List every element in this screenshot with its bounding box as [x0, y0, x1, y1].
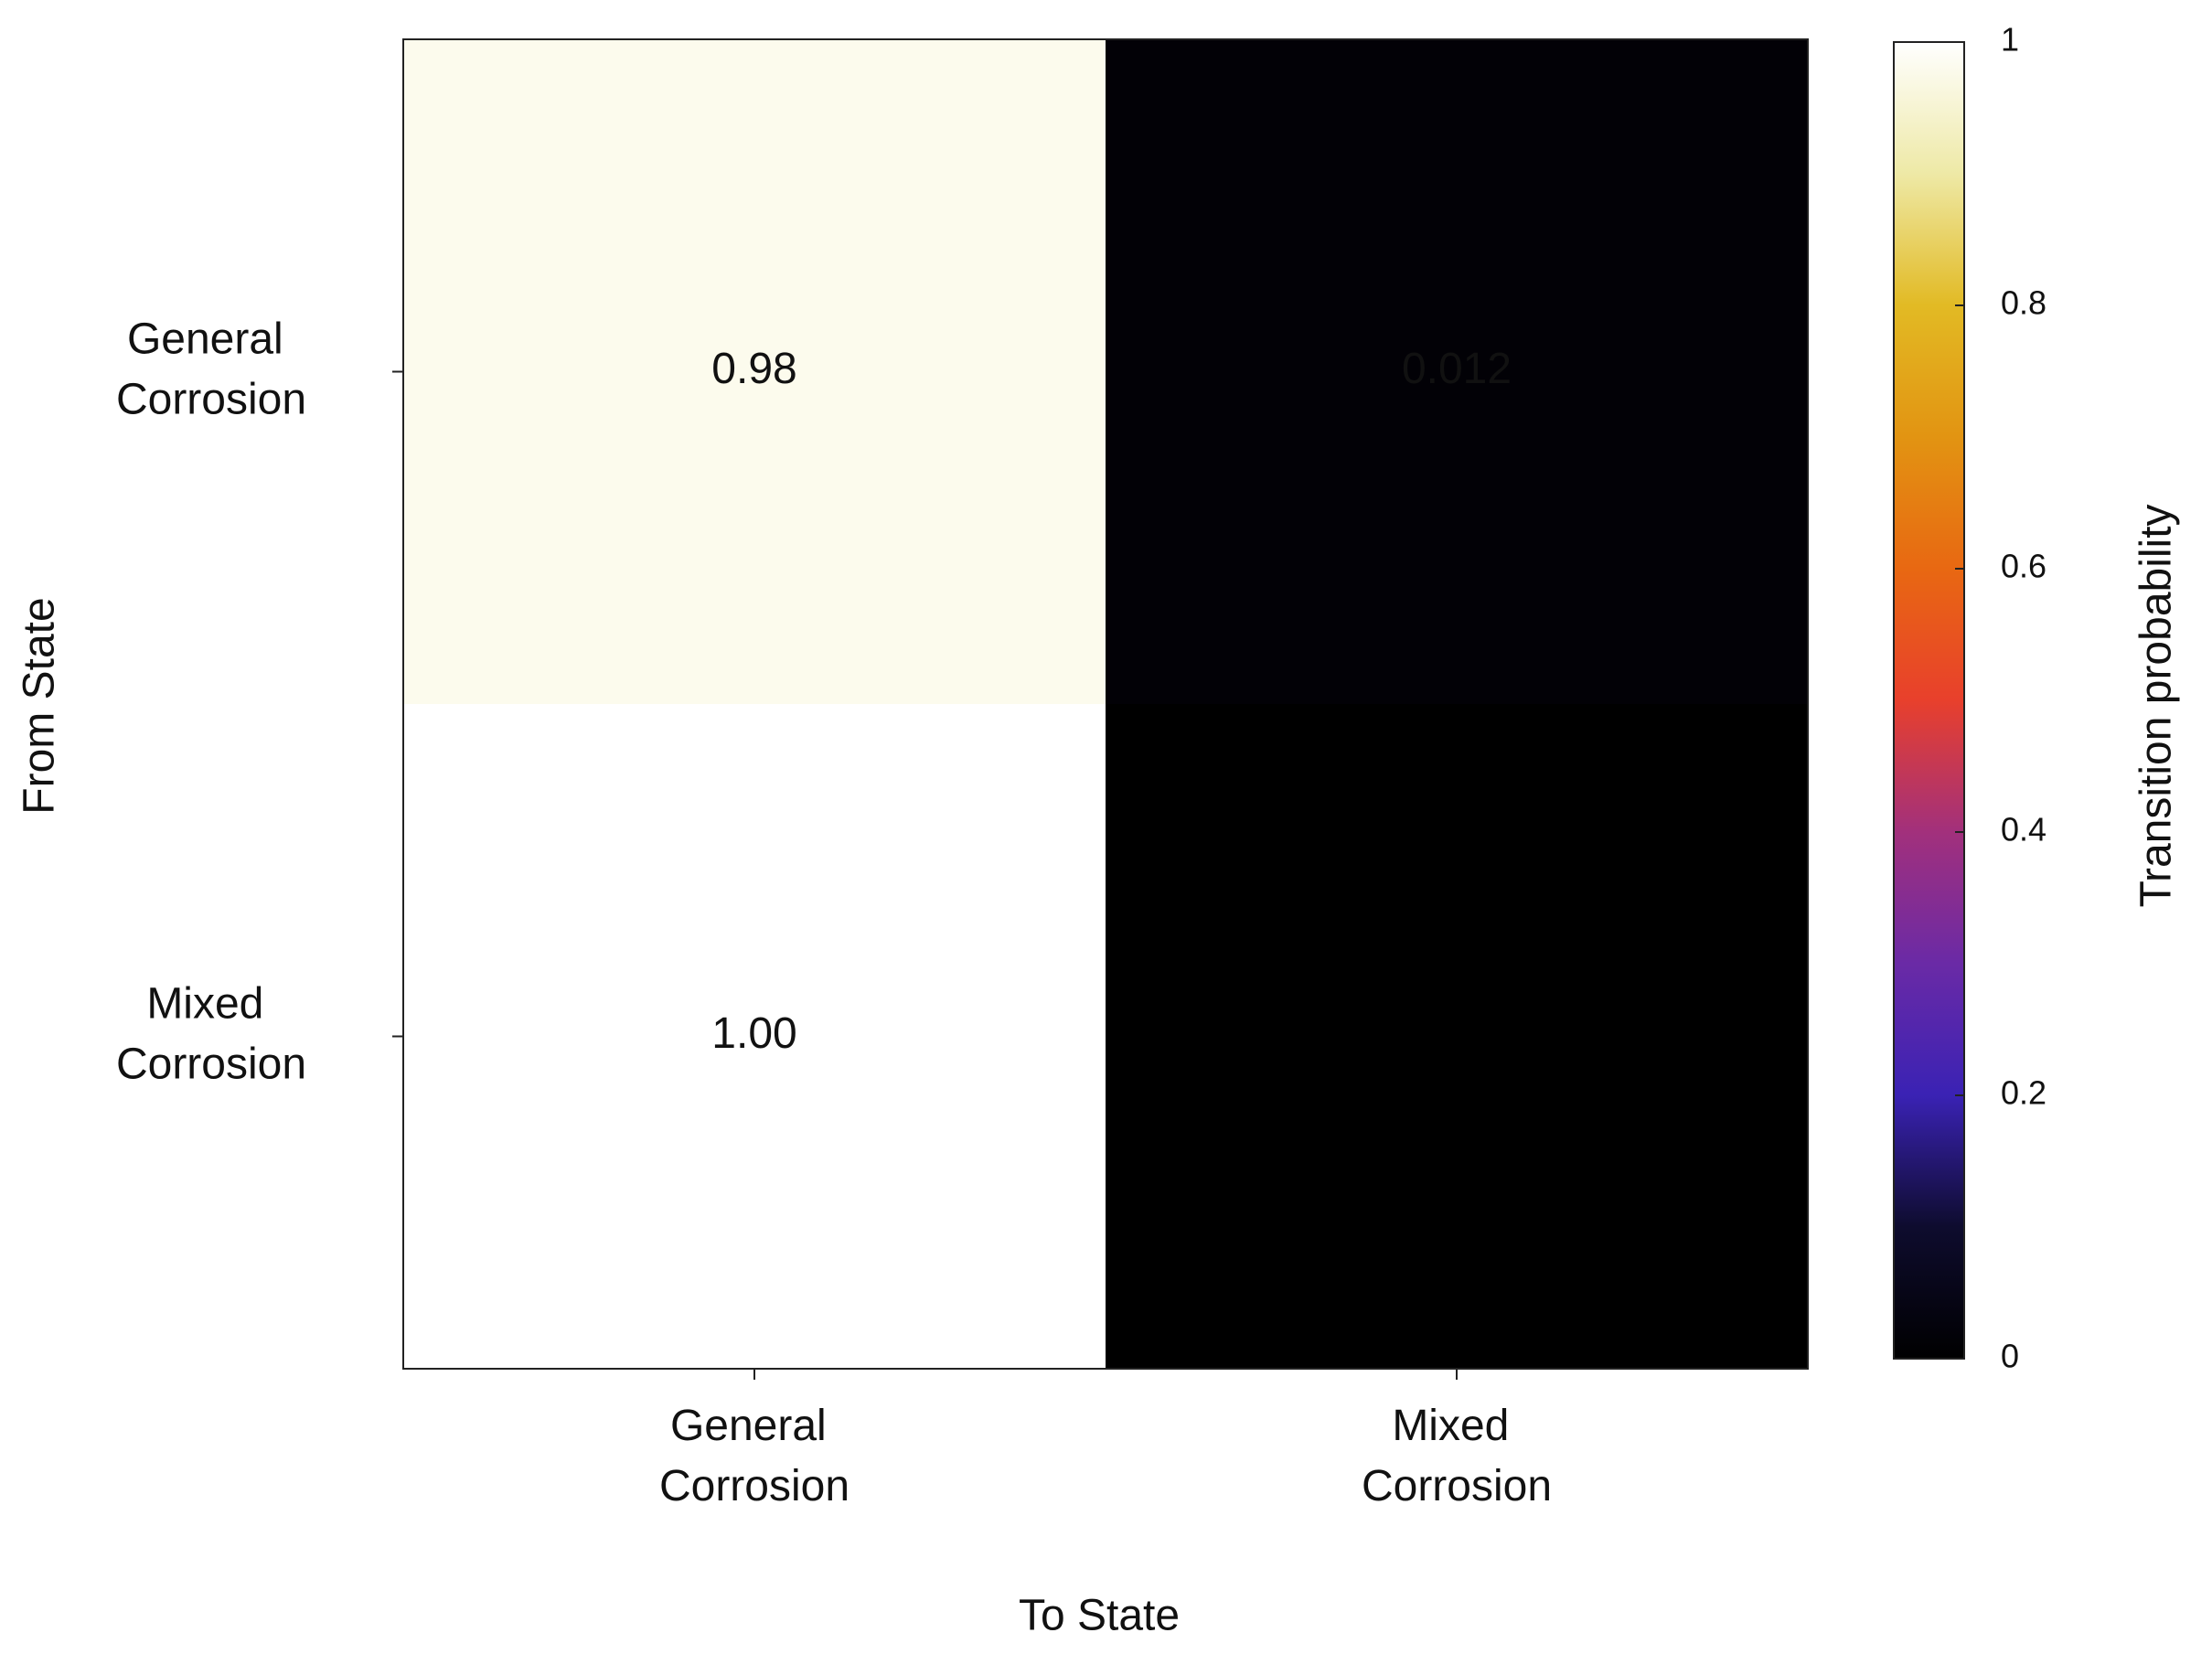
heatmap-cell [403, 704, 1106, 1369]
cell-label: 0.98 [711, 345, 796, 393]
colorbar-tick-label: 0.4 [2001, 811, 2046, 848]
colorbar-tick-label: 0.2 [2001, 1074, 2046, 1112]
heatmap-cell [1106, 704, 1808, 1369]
heatmap-cell [1106, 39, 1808, 704]
colorbar-tick-label: 1 [2001, 21, 2019, 59]
heatmap-cell [403, 39, 1106, 704]
plot-frame [402, 38, 1809, 1370]
x-axis-title: To State [1019, 1592, 1180, 1640]
colorbar [1893, 41, 1965, 1360]
y-tick-label: General Corrosion [116, 315, 306, 423]
colorbar-tick-label: 0.8 [2001, 284, 2046, 322]
y-axis-title: From State [16, 597, 64, 814]
x-tick-label: Mixed Corrosion [1362, 1402, 1552, 1510]
colorbar-tick-label: 0.6 [2001, 548, 2046, 585]
colorbar-title: Transition probability [2132, 504, 2181, 907]
colorbar-tick-label: 0 [2001, 1338, 2019, 1375]
cell-label: 1.00 [711, 1009, 796, 1058]
cell-label: 0.012 [1402, 345, 1512, 393]
x-tick-label: General Corrosion [659, 1402, 850, 1510]
y-tick-label: Mixed Corrosion [116, 979, 306, 1088]
